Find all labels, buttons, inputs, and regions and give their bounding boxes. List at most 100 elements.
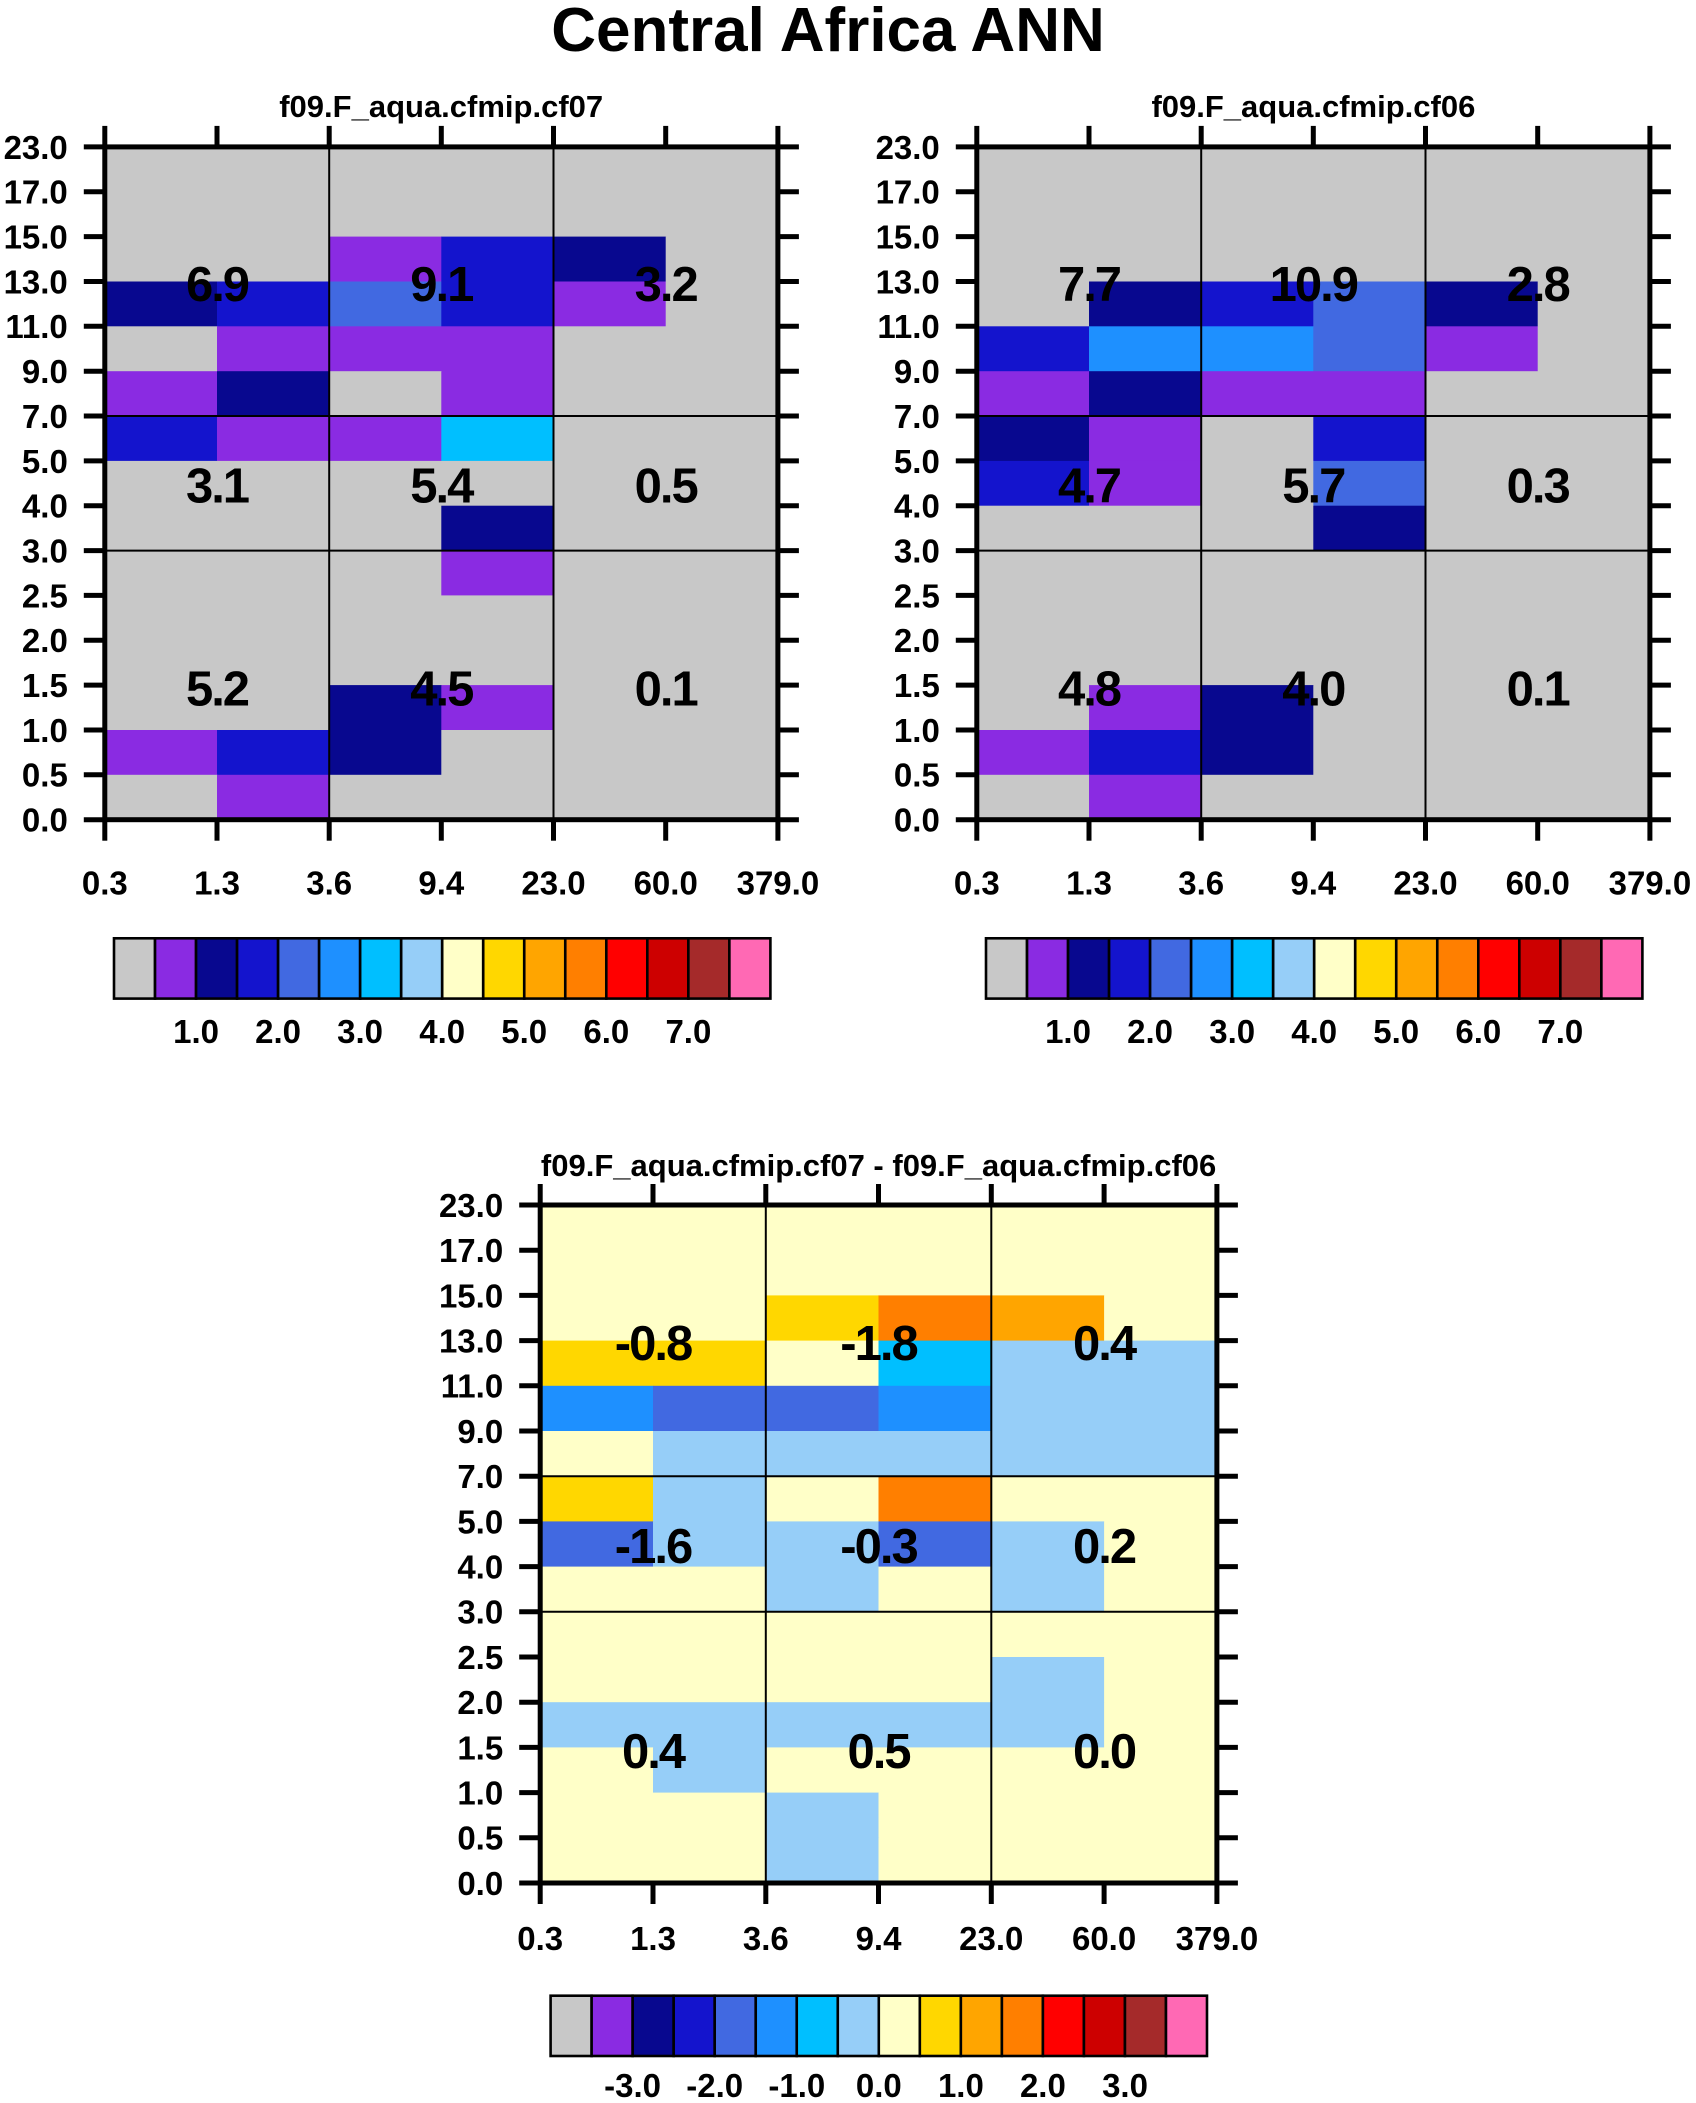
svg-text:2.8: 2.8 (1507, 258, 1570, 312)
svg-text:17.0: 17.0 (4, 174, 68, 211)
svg-text:5.0: 5.0 (894, 443, 940, 480)
svg-text:1.3: 1.3 (630, 1920, 676, 1957)
svg-text:-3.0: -3.0 (604, 2067, 661, 2103)
svg-text:-1.8: -1.8 (840, 1317, 917, 1371)
svg-text:0.0: 0.0 (894, 802, 940, 839)
svg-text:11.0: 11.0 (441, 1368, 503, 1405)
svg-text:15.0: 15.0 (876, 218, 940, 255)
svg-text:379.0: 379.0 (1176, 1920, 1259, 1957)
svg-text:5.2: 5.2 (186, 663, 249, 717)
svg-text:0.1: 0.1 (635, 663, 698, 717)
svg-text:60.0: 60.0 (1506, 865, 1570, 902)
svg-text:0.0: 0.0 (856, 2067, 902, 2103)
svg-text:13.0: 13.0 (439, 1322, 503, 1359)
svg-text:7.0: 7.0 (894, 398, 940, 435)
svg-text:9.1: 9.1 (410, 258, 473, 312)
svg-text:0.3: 0.3 (517, 1920, 563, 1957)
svg-text:9.4: 9.4 (418, 865, 465, 902)
svg-text:1.5: 1.5 (894, 667, 940, 704)
svg-text:3.0: 3.0 (894, 532, 940, 569)
svg-text:23.0: 23.0 (1393, 865, 1457, 902)
svg-text:9.4: 9.4 (1290, 865, 1337, 902)
svg-text:4.0: 4.0 (894, 488, 940, 525)
svg-text:5.0: 5.0 (457, 1503, 503, 1540)
svg-text:9.0: 9.0 (894, 353, 940, 390)
svg-text:9.0: 9.0 (22, 353, 68, 390)
svg-text:23.0: 23.0 (521, 865, 585, 902)
svg-text:4.0: 4.0 (22, 488, 68, 525)
svg-text:9.4: 9.4 (856, 1920, 903, 1957)
svg-text:2.5: 2.5 (894, 577, 940, 614)
svg-text:f09.F_aqua.cfmip.cf06: f09.F_aqua.cfmip.cf06 (1151, 89, 1475, 124)
svg-text:11.0: 11.0 (877, 308, 939, 345)
svg-text:17.0: 17.0 (439, 1232, 503, 1269)
svg-text:2.0: 2.0 (22, 622, 68, 659)
svg-text:379.0: 379.0 (1609, 865, 1692, 902)
svg-text:3.0: 3.0 (457, 1594, 503, 1631)
svg-text:7.0: 7.0 (665, 1013, 711, 1050)
svg-text:2.5: 2.5 (22, 577, 68, 614)
svg-text:0.5: 0.5 (457, 1820, 503, 1857)
svg-text:0.3: 0.3 (954, 865, 1000, 902)
svg-text:3.6: 3.6 (743, 1920, 789, 1957)
svg-text:0.5: 0.5 (635, 459, 698, 513)
svg-text:1.0: 1.0 (173, 1013, 219, 1050)
svg-text:4.0: 4.0 (1282, 663, 1345, 717)
svg-text:13.0: 13.0 (4, 263, 68, 300)
svg-text:9.0: 9.0 (457, 1413, 503, 1450)
svg-text:1.0: 1.0 (22, 712, 68, 749)
svg-text:1.0: 1.0 (457, 1774, 503, 1811)
svg-text:1.3: 1.3 (1066, 865, 1112, 902)
svg-text:3.0: 3.0 (22, 532, 68, 569)
svg-text:0.5: 0.5 (894, 757, 940, 794)
svg-text:7.0: 7.0 (22, 398, 68, 435)
svg-text:15.0: 15.0 (4, 218, 68, 255)
svg-text:11.0: 11.0 (5, 308, 67, 345)
svg-text:0.4: 0.4 (622, 1725, 686, 1779)
svg-text:0.4: 0.4 (1073, 1317, 1137, 1371)
svg-text:1.5: 1.5 (22, 667, 68, 704)
svg-text:6.9: 6.9 (186, 258, 249, 312)
svg-text:-2.0: -2.0 (686, 2067, 743, 2103)
svg-text:7.0: 7.0 (457, 1458, 503, 1495)
svg-text:0.0: 0.0 (1073, 1725, 1136, 1779)
svg-text:10.9: 10.9 (1270, 258, 1358, 312)
svg-text:2.5: 2.5 (457, 1639, 503, 1676)
svg-text:4.0: 4.0 (1291, 1013, 1337, 1050)
svg-text:23.0: 23.0 (439, 1187, 503, 1224)
svg-text:0.3: 0.3 (82, 865, 128, 902)
svg-text:60.0: 60.0 (1072, 1920, 1136, 1957)
svg-text:2.0: 2.0 (1127, 1013, 1173, 1050)
svg-text:1.0: 1.0 (1045, 1013, 1091, 1050)
svg-text:5.7: 5.7 (1282, 459, 1345, 513)
svg-text:Central Africa ANN: Central Africa ANN (551, 0, 1105, 65)
svg-text:23.0: 23.0 (4, 129, 68, 166)
svg-text:0.5: 0.5 (847, 1725, 910, 1779)
svg-text:7.0: 7.0 (1537, 1013, 1583, 1050)
svg-text:3.1: 3.1 (186, 459, 249, 513)
svg-text:2.0: 2.0 (1020, 2067, 1066, 2103)
svg-text:13.0: 13.0 (876, 263, 940, 300)
svg-text:1.0: 1.0 (938, 2067, 984, 2103)
svg-text:60.0: 60.0 (634, 865, 698, 902)
svg-text:6.0: 6.0 (583, 1013, 629, 1050)
svg-text:5.0: 5.0 (501, 1013, 547, 1050)
svg-text:4.5: 4.5 (410, 663, 473, 717)
svg-text:5.4: 5.4 (410, 459, 474, 513)
svg-text:7.7: 7.7 (1058, 258, 1121, 312)
svg-text:4.0: 4.0 (457, 1548, 503, 1585)
svg-text:3.6: 3.6 (1178, 865, 1224, 902)
svg-text:-1.6: -1.6 (615, 1520, 692, 1574)
svg-text:1.5: 1.5 (457, 1729, 503, 1766)
svg-text:15.0: 15.0 (439, 1277, 503, 1314)
svg-text:3.6: 3.6 (306, 865, 352, 902)
svg-text:17.0: 17.0 (876, 174, 940, 211)
svg-text:f09.F_aqua.cfmip.cf07: f09.F_aqua.cfmip.cf07 (279, 89, 603, 124)
svg-text:23.0: 23.0 (959, 1920, 1023, 1957)
svg-text:4.8: 4.8 (1058, 663, 1121, 717)
svg-text:0.1: 0.1 (1507, 663, 1570, 717)
svg-text:4.7: 4.7 (1058, 459, 1121, 513)
svg-text:3.2: 3.2 (635, 258, 698, 312)
svg-text:2.0: 2.0 (255, 1013, 301, 1050)
svg-text:0.3: 0.3 (1507, 459, 1570, 513)
